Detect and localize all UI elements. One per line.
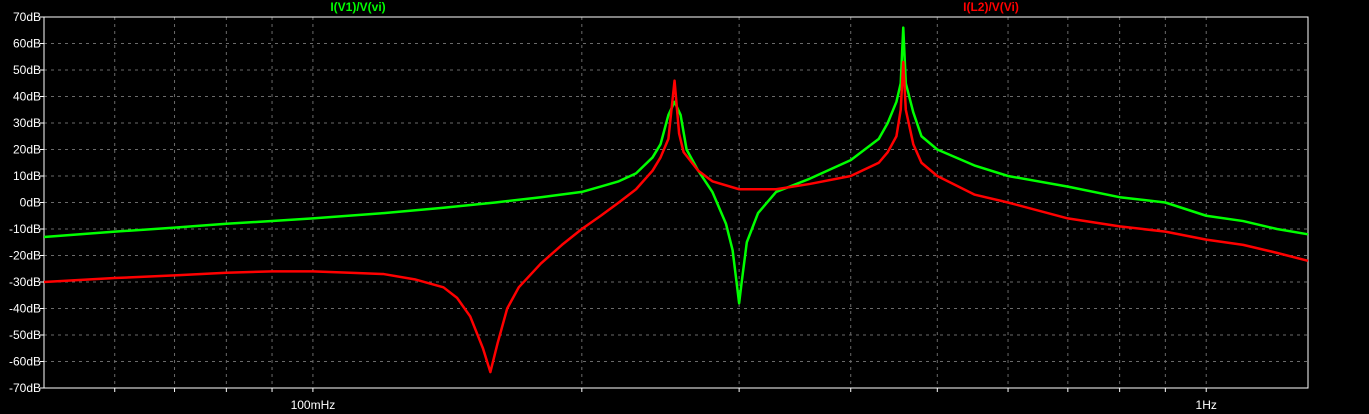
x-tick-label: 100mHz (291, 398, 336, 412)
series-line-1 (43, 26, 1309, 305)
y-tick-label: -50dB (9, 328, 41, 342)
y-tick-label: -10dB (9, 222, 41, 236)
y-tick-label: 60dB (13, 37, 41, 51)
y-tick-label: 30dB (13, 116, 41, 130)
y-tick-label: -30dB (9, 275, 41, 289)
series-line-2 (43, 60, 1309, 374)
grid-lines (44, 17, 1308, 388)
y-axis-ticks: 70dB 60dB 50dB 40dB 30dB 20dB 10dB 0dB -10dB -20d… (9, 10, 44, 395)
y-tick-label: 20dB (13, 143, 41, 157)
x-axis-ticks: 100mHz 1Hz (114, 388, 1217, 412)
legend-series-1: I(V1)/V(vi) (330, 0, 385, 14)
y-tick-label: 70dB (13, 10, 41, 24)
y-tick-label: -20dB (9, 249, 41, 263)
y-tick-label: -60dB (9, 355, 41, 369)
y-tick-label: 0dB (20, 196, 41, 210)
y-tick-label: -70dB (9, 381, 41, 395)
y-tick-label: -40dB (9, 302, 41, 316)
legend-series-2: I(L2)/V(Vi) (963, 0, 1019, 14)
y-tick-label: 10dB (13, 169, 41, 183)
x-tick-label: 1Hz (1196, 398, 1217, 412)
series-curves (43, 26, 1309, 374)
y-tick-label: 50dB (13, 63, 41, 77)
y-tick-label: 40dB (13, 90, 41, 104)
